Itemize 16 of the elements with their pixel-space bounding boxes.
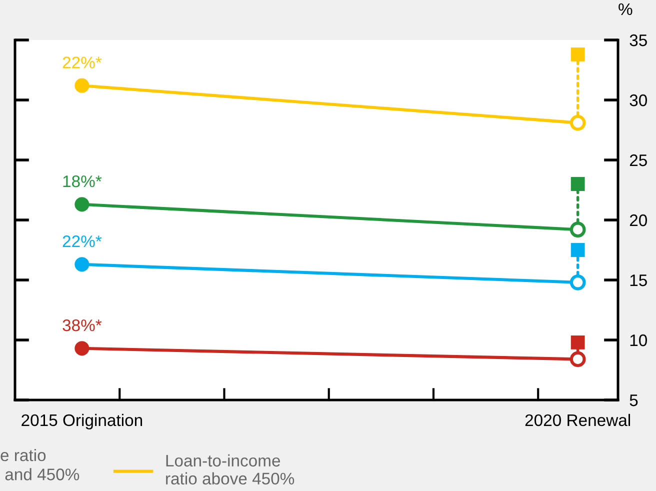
y-tick-label: 25 <box>630 154 647 166</box>
y-tick-label: 5 <box>630 394 638 406</box>
x-tick-label: 2020 Renewal <box>525 414 630 426</box>
y-tick-label: 10 <box>630 334 647 346</box>
y-tick-label: 20 <box>630 214 647 226</box>
x-tick-label: 2015 Origination <box>22 414 142 430</box>
annotation: 22%* <box>62 56 102 68</box>
y-axis-title: % <box>618 3 632 16</box>
annotation: 18%* <box>63 175 102 188</box>
y-tick-label: 35 <box>630 34 647 46</box>
annotation: 38%* <box>62 319 102 332</box>
legend-label: Loan-to-income ratio above 450% <box>166 454 294 485</box>
y-tick-label: 30 <box>630 94 647 106</box>
text: e ratio and 450% <box>0 448 80 480</box>
y-tick-label: 15 <box>630 274 647 286</box>
annotation: 22%* <box>62 235 102 248</box>
